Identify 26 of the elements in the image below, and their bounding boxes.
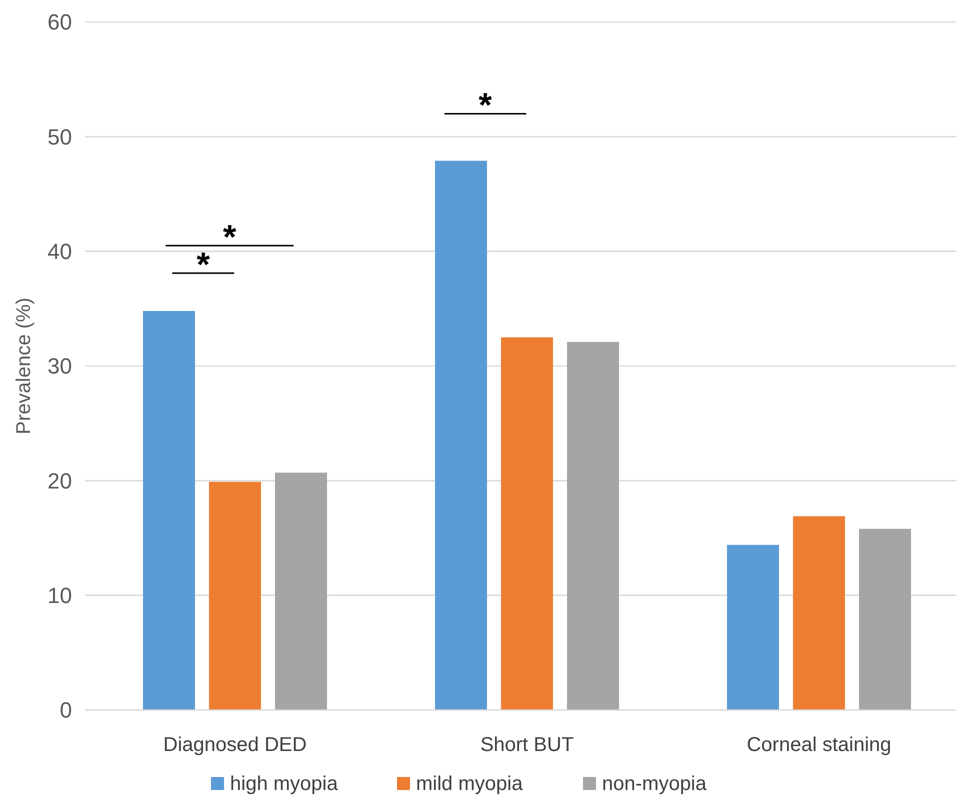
bar: [859, 528, 911, 710]
bar: [209, 482, 261, 710]
y-tick-label: 60: [48, 10, 72, 35]
annotation: *: [196, 246, 211, 284]
x-tick-label: Short BUT: [480, 734, 574, 756]
x-tick-label: Corneal staining: [746, 734, 892, 756]
y-axis-title: Prevalence (%): [13, 298, 35, 434]
legend-label: mild myopia: [416, 773, 524, 795]
y-tick-label: 0: [60, 698, 72, 723]
y-tick-label: 40: [48, 239, 72, 264]
legend-label: non-myopia: [602, 773, 708, 795]
bar: [793, 516, 845, 710]
bar: [727, 544, 779, 710]
bar: [435, 160, 487, 710]
annotation: *: [222, 218, 237, 257]
bar: [501, 337, 553, 710]
legend-label: high myopia: [230, 773, 339, 795]
bar: [567, 342, 619, 710]
x-tick-label: Diagnosed DED: [163, 734, 307, 756]
y-tick-label: 20: [48, 468, 72, 494]
y-tick-label: 10: [48, 583, 72, 608]
y-tick-label: 50: [48, 124, 72, 150]
annotation: *: [478, 86, 493, 125]
bar: [275, 472, 327, 710]
bar: [143, 310, 195, 710]
y-tick-label: 30: [48, 354, 72, 379]
